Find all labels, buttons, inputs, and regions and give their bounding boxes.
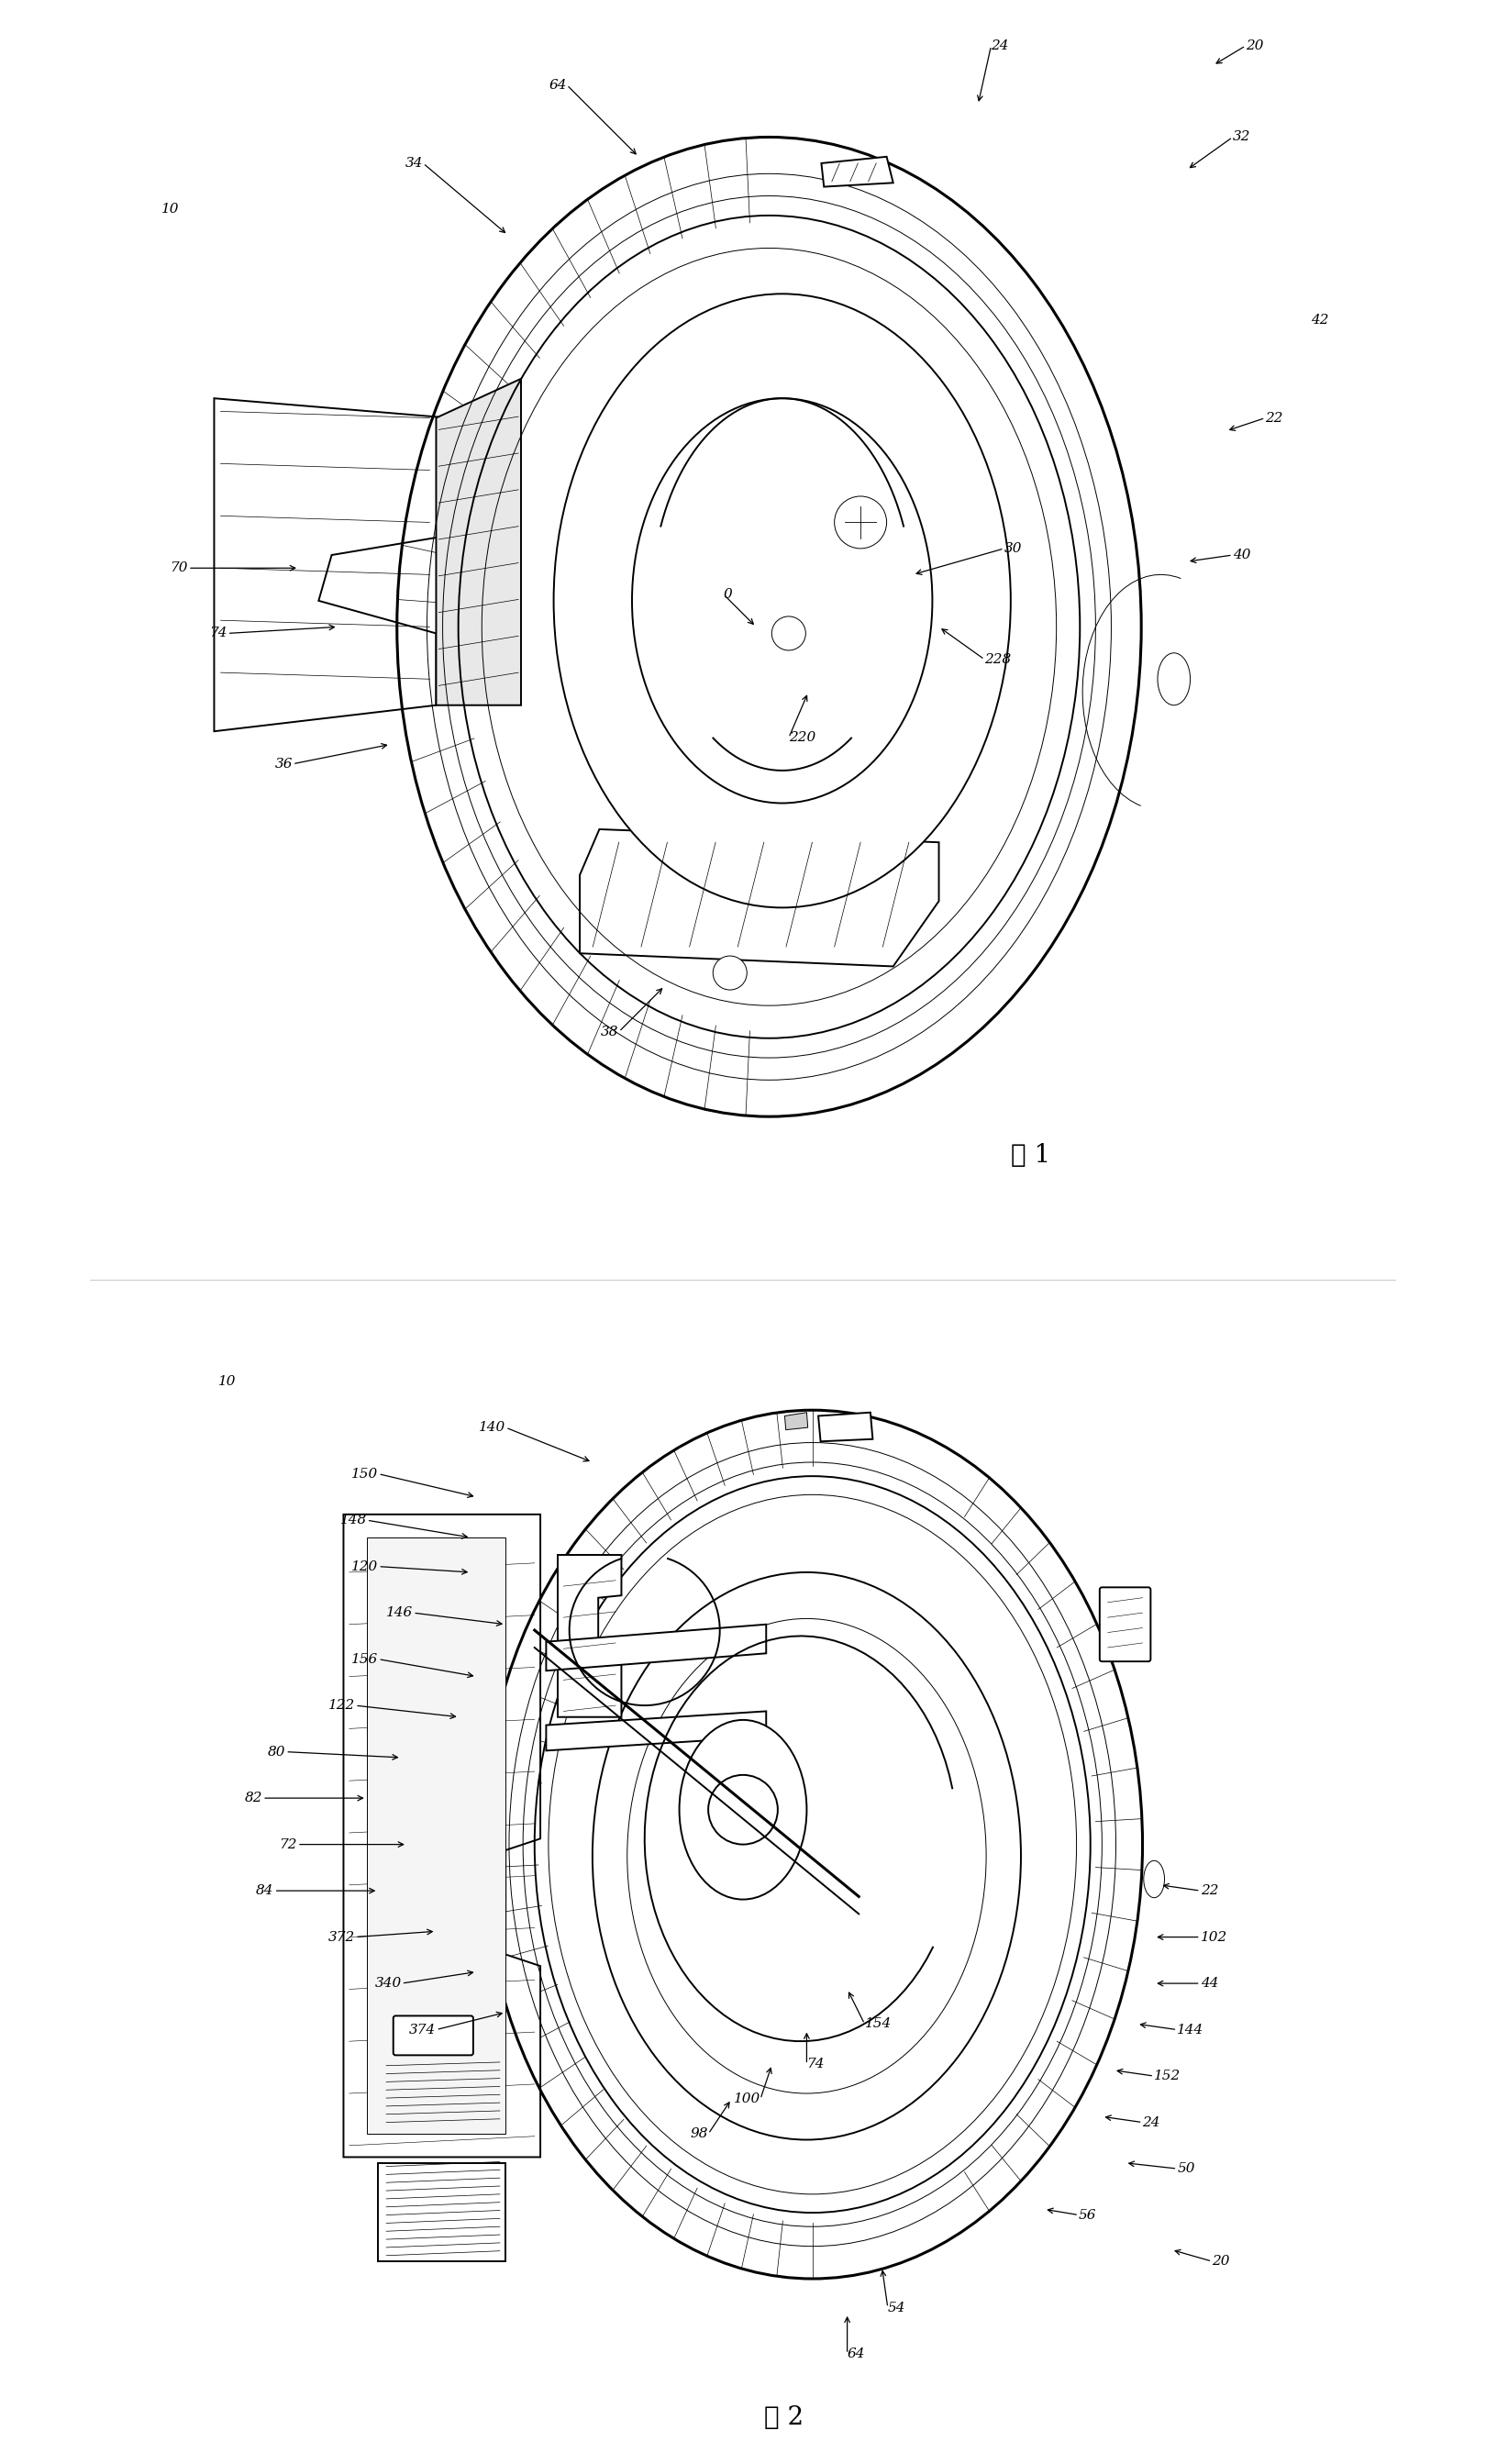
- Polygon shape: [343, 1515, 541, 2156]
- Ellipse shape: [593, 1572, 1021, 2139]
- Polygon shape: [547, 1710, 767, 1749]
- FancyBboxPatch shape: [394, 2016, 473, 2055]
- Text: 120: 120: [351, 1560, 379, 1572]
- Text: 20: 20: [1213, 2255, 1230, 2267]
- Text: 22: 22: [1201, 1885, 1219, 1897]
- Polygon shape: [435, 379, 522, 705]
- Text: 44: 44: [1201, 1976, 1219, 1991]
- Text: 50: 50: [1177, 2163, 1195, 2176]
- Text: 374: 374: [409, 2023, 435, 2035]
- Text: 150: 150: [351, 1469, 379, 1481]
- Text: 40: 40: [1233, 549, 1251, 562]
- Polygon shape: [214, 399, 449, 732]
- Text: 64: 64: [548, 79, 566, 91]
- Text: 图 2: 图 2: [764, 2405, 804, 2430]
- Ellipse shape: [1144, 1860, 1165, 1897]
- Text: 156: 156: [351, 1653, 379, 1666]
- Text: 100: 100: [734, 2092, 761, 2107]
- Text: 80: 80: [267, 1745, 285, 1759]
- Text: 220: 220: [789, 732, 816, 744]
- Polygon shape: [557, 1555, 621, 1717]
- Text: 102: 102: [1201, 1932, 1227, 1944]
- Text: 22: 22: [1266, 411, 1284, 424]
- Text: 70: 70: [169, 562, 189, 574]
- Text: 84: 84: [256, 1885, 273, 1897]
- Polygon shape: [547, 1624, 767, 1671]
- Text: 146: 146: [386, 1607, 413, 1619]
- Text: 20: 20: [1245, 39, 1263, 52]
- Text: 152: 152: [1155, 2070, 1181, 2082]
- Text: 56: 56: [1079, 2208, 1097, 2223]
- Text: 148: 148: [340, 1513, 367, 1528]
- Text: 42: 42: [1311, 313, 1328, 325]
- Text: 98: 98: [691, 2126, 709, 2141]
- Polygon shape: [379, 2163, 505, 2262]
- Text: 122: 122: [328, 1700, 355, 1712]
- Polygon shape: [580, 830, 939, 966]
- Polygon shape: [819, 1412, 872, 1441]
- Text: 140: 140: [478, 1422, 505, 1434]
- Text: 10: 10: [160, 202, 178, 214]
- Polygon shape: [785, 1412, 808, 1429]
- Text: 64: 64: [847, 2348, 865, 2361]
- Text: 38: 38: [600, 1025, 620, 1037]
- Text: 10: 10: [218, 1375, 236, 1387]
- Circle shape: [709, 1774, 777, 1846]
- Polygon shape: [822, 158, 893, 187]
- Text: 24: 24: [991, 39, 1009, 52]
- Text: 30: 30: [1005, 542, 1022, 554]
- Text: 36: 36: [275, 756, 293, 771]
- Circle shape: [713, 956, 747, 991]
- Text: 0: 0: [724, 589, 733, 601]
- Text: 154: 154: [865, 2018, 892, 2030]
- Text: 372: 372: [328, 1932, 355, 1944]
- Circle shape: [835, 495, 887, 549]
- Text: 54: 54: [887, 2301, 905, 2314]
- Text: 340: 340: [374, 1976, 401, 1991]
- Text: 24: 24: [1143, 2117, 1161, 2129]
- Polygon shape: [367, 1538, 505, 2134]
- Text: 74: 74: [210, 626, 227, 641]
- Text: 144: 144: [1177, 2023, 1204, 2035]
- Text: 74: 74: [807, 2057, 825, 2070]
- Text: 32: 32: [1233, 131, 1251, 143]
- Ellipse shape: [554, 293, 1010, 907]
- Text: 图 1: 图 1: [1010, 1143, 1051, 1168]
- Text: 82: 82: [245, 1791, 263, 1804]
- Ellipse shape: [679, 1720, 807, 1900]
- FancyBboxPatch shape: [1100, 1587, 1150, 1661]
- Text: 34: 34: [406, 158, 424, 170]
- Circle shape: [771, 616, 805, 650]
- Text: 72: 72: [279, 1838, 297, 1850]
- Text: 228: 228: [985, 653, 1012, 665]
